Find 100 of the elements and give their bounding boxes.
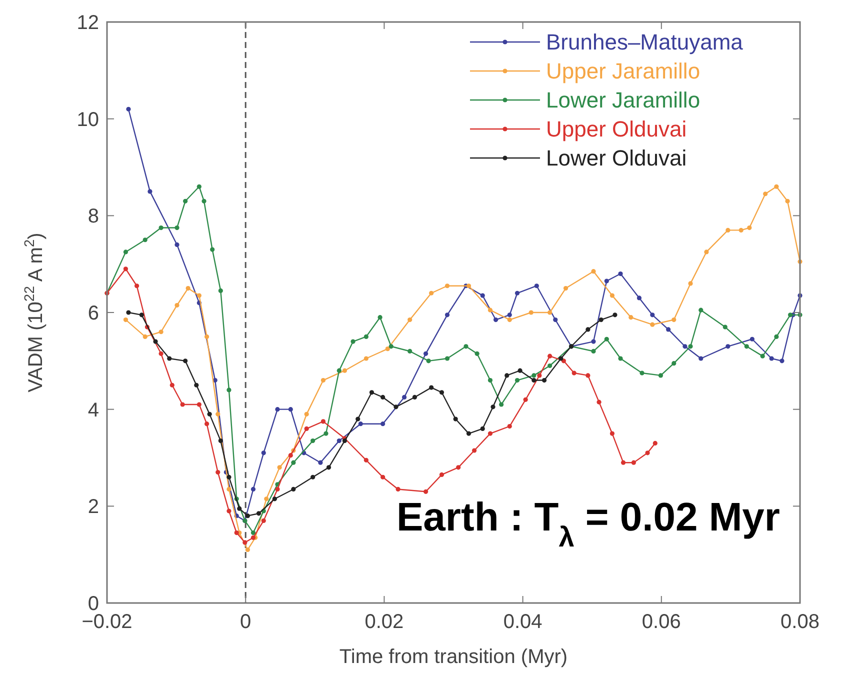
point — [256, 511, 262, 516]
point — [453, 416, 458, 422]
point — [218, 288, 223, 294]
point — [142, 334, 148, 340]
point — [480, 426, 485, 431]
point — [380, 422, 386, 426]
point — [444, 312, 450, 318]
point — [207, 412, 212, 416]
point — [275, 407, 280, 412]
point — [218, 438, 223, 444]
point — [760, 354, 765, 358]
point — [250, 535, 256, 540]
x-axis-title: Time from transition (Myr) — [339, 646, 568, 668]
point — [174, 302, 180, 308]
point — [769, 356, 774, 361]
point — [534, 284, 539, 288]
point — [507, 312, 512, 318]
point — [167, 356, 172, 361]
point — [722, 324, 728, 330]
point — [216, 470, 220, 475]
point — [650, 322, 655, 327]
point — [610, 431, 614, 436]
point — [412, 394, 417, 400]
point — [493, 317, 498, 322]
point — [320, 378, 326, 383]
point — [272, 496, 278, 502]
point — [174, 242, 180, 248]
legend-label: Upper Olduvai — [546, 116, 687, 142]
point — [196, 402, 202, 407]
x-tick-label: 0.08 — [780, 611, 820, 633]
point — [202, 198, 206, 204]
point — [612, 312, 618, 318]
y-tick-label: 10 — [76, 108, 99, 131]
point — [444, 284, 450, 288]
point — [620, 460, 626, 465]
point — [196, 184, 202, 189]
point — [326, 465, 332, 470]
point — [480, 293, 485, 298]
point — [288, 453, 293, 458]
point — [548, 354, 552, 358]
point — [342, 368, 347, 373]
point — [429, 385, 434, 390]
point — [226, 508, 232, 514]
point — [369, 390, 374, 395]
point — [658, 373, 664, 378]
point — [645, 450, 650, 456]
point — [123, 266, 128, 272]
point — [139, 312, 144, 318]
point — [380, 474, 386, 480]
point — [378, 315, 382, 320]
point — [738, 228, 744, 232]
point — [698, 308, 704, 312]
point — [226, 388, 232, 392]
point — [183, 358, 188, 364]
point — [310, 474, 316, 480]
point — [291, 486, 296, 492]
point — [396, 486, 400, 492]
point — [158, 225, 164, 230]
point — [275, 486, 280, 492]
point — [194, 382, 199, 388]
point — [553, 317, 558, 322]
point — [350, 339, 356, 344]
point — [261, 518, 266, 523]
point — [364, 356, 368, 361]
point — [226, 486, 232, 492]
point — [380, 394, 386, 400]
point — [604, 278, 609, 284]
point — [277, 465, 282, 470]
point — [423, 489, 428, 494]
legend-label: Brunhes–Matuyama — [546, 30, 744, 55]
point — [304, 426, 309, 431]
point — [134, 284, 140, 288]
point — [514, 378, 520, 383]
point — [628, 315, 634, 320]
point — [537, 373, 542, 378]
point — [444, 356, 450, 361]
point — [726, 228, 730, 232]
point — [610, 293, 614, 298]
point — [586, 327, 590, 332]
point — [704, 250, 709, 254]
point — [250, 530, 256, 536]
point — [324, 431, 328, 436]
point — [488, 431, 493, 436]
point — [466, 431, 472, 436]
point — [183, 198, 188, 204]
point — [148, 189, 152, 194]
point — [785, 198, 790, 204]
point — [234, 530, 239, 536]
point — [153, 339, 158, 344]
point — [358, 422, 363, 426]
y-tick-label: 8 — [88, 206, 99, 228]
point — [472, 448, 477, 453]
point — [186, 286, 190, 291]
point — [385, 346, 390, 352]
point — [532, 378, 536, 383]
point — [439, 390, 444, 395]
point — [636, 296, 642, 300]
point — [499, 402, 504, 407]
point — [488, 308, 493, 312]
point — [618, 356, 623, 361]
